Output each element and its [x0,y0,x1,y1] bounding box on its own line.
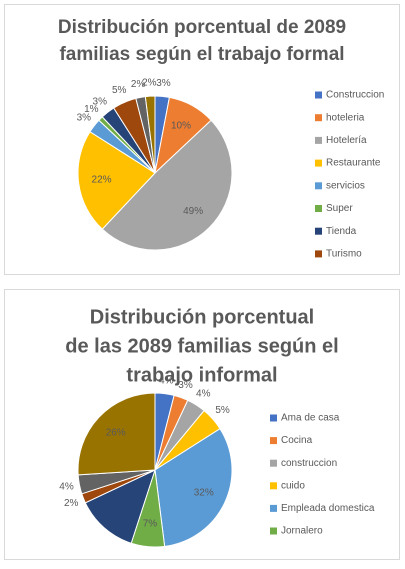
pie-slice [77,392,156,476]
chart-title: Distribución porcentual de 2089 [58,17,346,38]
data-label: 32% [194,488,214,499]
legend-label: Hotelería [326,135,367,146]
legend-label: Cocina [281,435,313,446]
pie-slice [77,131,156,230]
legend-label: Construccion [326,90,384,101]
legend-label: cuido [281,480,305,491]
pie-slice [154,428,233,547]
data-label: 2% [142,78,157,89]
data-label: 26% [106,428,126,439]
legend-swatch [315,159,322,167]
legend-swatch [270,482,277,490]
data-label: 2% [64,498,79,509]
pie-slice [101,119,233,251]
data-label: 3% [178,380,193,391]
legend-swatch [315,205,322,212]
legend-swatch [315,136,322,144]
data-label: 3% [93,96,108,107]
chart-title: de las 2089 familias según el [65,335,338,357]
legend-label: Empleada domestica [281,503,375,514]
pie-slice [144,95,156,174]
legend-swatch [315,114,322,122]
data-label: 7% [143,518,158,529]
data-label: 3% [156,78,171,89]
legend-swatch [315,91,322,99]
legend-label: Tienda [326,226,357,237]
legend-label: hoteleria [326,112,365,123]
legend-swatch [270,459,277,467]
data-label: 4% [59,482,74,493]
data-label: 2% [131,79,146,90]
data-label: 5% [215,405,230,416]
legend-label: construccion [281,458,337,469]
pie-slice [84,469,156,544]
legend-swatch [270,504,277,512]
legend-swatch [315,227,322,235]
data-label: 4% [196,389,211,400]
data-label: 5% [112,85,127,96]
legend-swatch [270,527,277,535]
legend-label: Jornalero [281,526,323,537]
legend-swatch [270,414,277,422]
data-label: 3% [77,112,92,123]
legend-label: Restaurante [326,158,381,169]
legend-swatch [315,182,322,190]
chart-title: familias según el trabajo formal [59,44,344,65]
legend-swatch [315,250,322,258]
data-label: 1% [84,104,99,115]
legend-swatch [270,437,277,445]
data-label: 10% [171,120,191,131]
legend-label: Super [326,203,353,214]
chart-title: Distribución porcentual [90,306,314,328]
legend-label: Ama de casa [281,413,340,424]
data-label: 22% [92,174,112,185]
chart-title: trabajo informal [126,364,277,386]
data-label: 49% [183,206,203,217]
data-label: 4% [159,375,174,386]
legend-label: Turismo [326,249,362,260]
legend-label: servicios [326,180,365,191]
